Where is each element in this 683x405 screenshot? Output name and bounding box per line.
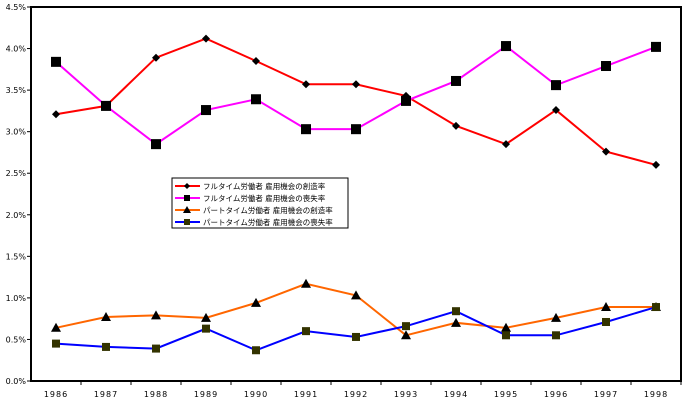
- series-line: [55, 37, 657, 166]
- square-marker: [152, 344, 160, 353]
- square-marker: [551, 80, 561, 91]
- y-tick-label: 2.5%: [6, 169, 27, 178]
- series-0: [52, 34, 660, 169]
- square-marker: [184, 219, 190, 225]
- y-tick-label: 2.0%: [6, 211, 27, 220]
- triangle-marker: [501, 322, 511, 332]
- diamond-marker: [452, 121, 460, 130]
- triangle-marker: [201, 312, 211, 322]
- square-marker: [651, 41, 661, 52]
- triangle-marker: [551, 312, 561, 322]
- diamond-marker: [552, 106, 560, 115]
- square-marker: [451, 75, 461, 86]
- square-marker: [352, 332, 360, 341]
- square-marker: [552, 331, 560, 340]
- square-marker: [52, 339, 60, 348]
- legend-label: パートタイム労働者 雇用機会の喪失率: [203, 217, 333, 227]
- legend-label: パートタイム労働者 雇用機会の創造率: [203, 205, 333, 215]
- x-tick-label: 1992: [344, 390, 368, 399]
- square-marker: [302, 327, 310, 336]
- square-marker: [401, 95, 411, 106]
- y-tick-label: 1.0%: [6, 294, 27, 303]
- square-marker: [101, 100, 111, 111]
- triangle-marker: [183, 206, 191, 213]
- plot-area-border: [30, 6, 682, 382]
- y-tick-label: 1.5%: [6, 252, 27, 261]
- diamond-marker: [502, 140, 510, 149]
- triangle-marker: [601, 302, 611, 312]
- square-marker: [601, 61, 611, 72]
- diamond-marker: [602, 147, 610, 156]
- series-1: [51, 41, 661, 150]
- square-marker: [102, 342, 110, 351]
- diamond-marker: [184, 183, 190, 189]
- x-tick-label: 1987: [94, 390, 118, 399]
- diamond-marker: [302, 80, 310, 89]
- diamond-marker: [652, 160, 660, 169]
- series-2: [51, 278, 661, 340]
- square-marker: [402, 322, 410, 331]
- square-marker: [201, 105, 211, 116]
- triangle-marker: [101, 312, 111, 322]
- diamond-marker: [202, 34, 210, 43]
- series-3: [52, 303, 660, 355]
- x-tick-label: 1989: [194, 390, 218, 399]
- x-tick-label: 1991: [294, 390, 318, 399]
- y-tick-label: 4.5%: [6, 3, 27, 12]
- square-marker: [184, 195, 190, 201]
- square-marker: [652, 303, 660, 312]
- legend-label: フルタイム労働者 雇用機会の創造率: [203, 181, 326, 191]
- diamond-marker: [52, 110, 60, 119]
- square-marker: [602, 317, 610, 326]
- x-tick-label: 1993: [394, 390, 418, 399]
- square-marker: [452, 307, 460, 316]
- diamond-marker: [352, 80, 360, 89]
- y-tick-label: 0.5%: [6, 335, 27, 344]
- x-tick-label: 1988: [144, 390, 168, 399]
- triangle-marker: [301, 278, 311, 288]
- y-tick-label: 3.5%: [6, 86, 27, 95]
- triangle-marker: [151, 310, 161, 320]
- triangle-marker: [451, 317, 461, 327]
- x-tick-label: 1996: [544, 390, 568, 399]
- x-tick-label: 1986: [44, 390, 68, 399]
- y-tick-label: 3.0%: [6, 128, 27, 137]
- x-tick-label: 1994: [444, 390, 468, 399]
- x-tick-label: 1998: [644, 390, 668, 399]
- y-tick-label: 4.0%: [6, 45, 27, 54]
- triangle-marker: [51, 322, 61, 332]
- square-marker: [252, 346, 260, 355]
- square-marker: [151, 139, 161, 150]
- square-marker: [251, 94, 261, 105]
- x-tick-label: 1995: [494, 390, 518, 399]
- square-marker: [202, 324, 210, 333]
- square-marker: [301, 124, 311, 135]
- square-marker: [51, 56, 61, 67]
- series-line: [55, 306, 657, 352]
- x-tick-label: 1990: [244, 390, 268, 399]
- triangle-marker: [351, 290, 361, 300]
- legend-label: フルタイム労働者 雇用機会の喪失率: [203, 193, 326, 203]
- triangle-marker: [251, 297, 261, 307]
- diamond-marker: [252, 57, 260, 66]
- axes: 0.0% 0.5% 1.0% 1.5% 2.0% 2.5% 3.0% 3.5% 4.0% 4.5%…: [6, 3, 682, 399]
- legend-box: [171, 177, 349, 229]
- series-group: [51, 34, 661, 355]
- square-marker: [501, 41, 511, 52]
- square-marker: [351, 124, 361, 135]
- triangle-marker: [401, 330, 411, 340]
- square-marker: [502, 331, 510, 340]
- x-tick-label: 1997: [594, 390, 618, 399]
- y-tick-label: 0.0%: [6, 377, 27, 386]
- diamond-marker: [152, 53, 160, 62]
